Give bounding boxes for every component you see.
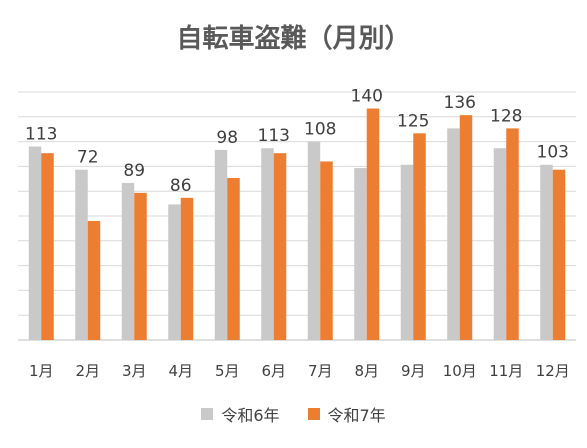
bar-2-10: [459, 115, 473, 340]
x-axis-ticks: 1月 2月 3月 4月 5月 6月 7月 8月 9月 10月 11月 12月: [29, 362, 570, 380]
x-tick-label-1: 1月: [29, 362, 54, 380]
bar-2-8: [366, 108, 380, 341]
x-tick-label-5: 5月: [215, 362, 240, 380]
bar-2-2: [87, 220, 101, 340]
bar-1-2: [75, 169, 88, 340]
data-label-12: 103: [537, 143, 569, 163]
bar-2-5: [227, 177, 240, 340]
legend-item-series-1: 令和6年: [201, 402, 280, 426]
bar-1-3: [121, 182, 135, 340]
bar-2-1: [41, 153, 54, 340]
bar-1-8: [354, 168, 367, 340]
x-tick-label-12: 12月: [536, 362, 570, 380]
bar-2-7: [320, 161, 333, 340]
x-tick-label-3: 3月: [122, 362, 147, 380]
bar-1-7: [307, 141, 321, 340]
data-label-7: 108: [304, 120, 336, 140]
chart-title: 自転車盗難（月別）: [176, 24, 411, 54]
bar-1-12: [540, 164, 553, 340]
bar-1-4: [168, 204, 181, 340]
data-label-8: 140: [351, 87, 383, 107]
data-label-4: 86: [170, 176, 192, 196]
legend-label-series-1: 令和6年: [221, 406, 280, 425]
data-label-2: 72: [77, 148, 99, 168]
data-label-11: 128: [490, 106, 522, 126]
bar-1-9: [400, 164, 414, 340]
data-label-3: 89: [123, 161, 145, 181]
legend-item-series-2: 令和7年: [307, 402, 386, 426]
bar-2-11: [506, 128, 519, 340]
x-tick-label-4: 4月: [168, 362, 193, 380]
data-labels: 113 72 89 86 98 113 108 140 125 136 128 103: [25, 87, 569, 196]
data-label-5: 98: [216, 128, 238, 148]
legend-swatch-series-2: [307, 408, 320, 420]
bar-2-12: [552, 169, 566, 340]
bar-2-6: [273, 153, 287, 340]
bar-1-10: [447, 128, 460, 340]
bar-2-3: [134, 192, 147, 340]
x-tick-label-9: 9月: [401, 362, 426, 380]
data-label-6: 113: [258, 126, 290, 146]
bar-1-1: [28, 146, 42, 340]
x-tick-label-11: 11月: [489, 362, 523, 380]
x-tick-label-7: 7月: [308, 362, 333, 380]
data-label-1: 113: [25, 125, 57, 145]
bar-2-4: [180, 197, 194, 340]
legend-label-series-2: 令和7年: [327, 406, 386, 425]
data-label-9: 125: [397, 111, 429, 131]
x-tick-label-8: 8月: [354, 362, 379, 380]
bar-1-6: [261, 148, 274, 340]
x-tick-label-6: 6月: [261, 362, 286, 380]
legend: 令和6年 令和7年: [0, 402, 587, 426]
bar-2-9: [413, 133, 426, 340]
legend-swatch-series-1: [201, 408, 214, 420]
gridlines: [18, 91, 576, 341]
bar-1-5: [214, 149, 228, 340]
x-tick-label-2: 2月: [75, 362, 100, 380]
x-tick-label-10: 10月: [443, 362, 477, 380]
bar-1-11: [493, 148, 507, 340]
data-label-10: 136: [444, 93, 476, 113]
bars: [28, 108, 566, 341]
